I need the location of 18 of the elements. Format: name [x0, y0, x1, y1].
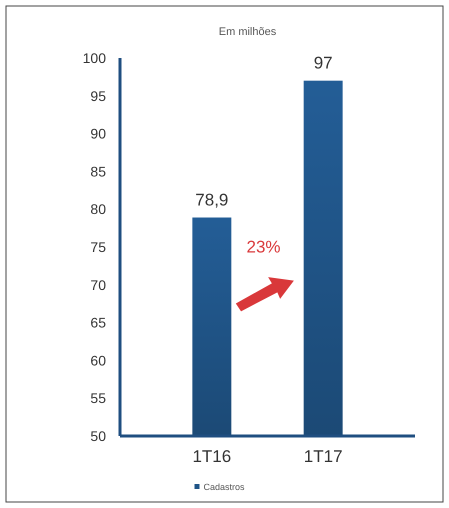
- annotation: 23%: [246, 238, 281, 257]
- y-tick-label: 100: [82, 50, 106, 66]
- y-tick-label: 80: [90, 201, 106, 218]
- chart-title: Em milhões: [218, 26, 277, 38]
- y-tick-label: 75: [90, 239, 106, 255]
- text: 78,9: [195, 190, 228, 210]
- y-tick-label: 65: [90, 314, 106, 331]
- y-tick-label: 55: [90, 390, 106, 406]
- y-tick-label: 95: [90, 88, 106, 104]
- text: 97: [314, 54, 333, 73]
- y-tick-label: 85: [90, 163, 106, 180]
- y-tick-label: 50: [90, 428, 106, 444]
- x-tick-label: 1T17: [304, 447, 343, 466]
- y-tick-label: 90: [90, 126, 106, 142]
- x-tick-label: 1T16: [192, 447, 232, 466]
- y-tick-label: 60: [90, 352, 106, 368]
- y-tick-label: 70: [90, 276, 106, 293]
- legend-label: Cadastros: [204, 482, 246, 492]
